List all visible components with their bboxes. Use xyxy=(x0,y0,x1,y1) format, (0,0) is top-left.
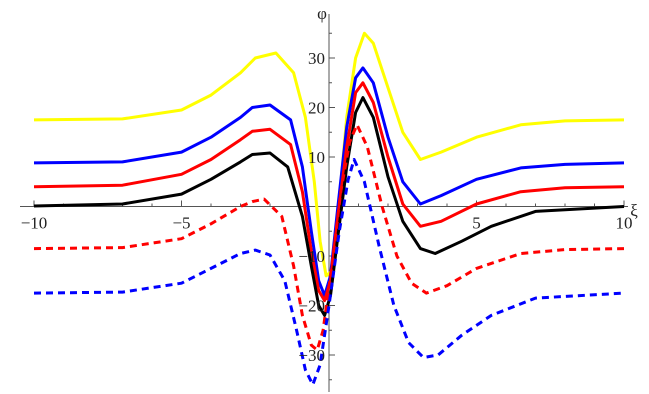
x-axis-label: ξ xyxy=(630,201,638,220)
y-tick-label: −10 xyxy=(298,247,325,266)
y-tick-label: −20 xyxy=(298,297,325,316)
y-tick-label: 20 xyxy=(308,99,325,118)
x-tick-label: 5 xyxy=(472,214,481,233)
y-tick-label: 30 xyxy=(308,49,325,68)
y-axis-label: φ xyxy=(317,4,327,23)
y-tick-label: −30 xyxy=(298,346,325,365)
series-line-5 xyxy=(33,123,625,352)
series-layer xyxy=(33,31,625,387)
tick-labels: −10 −5 5 10 30 20 10 −10 −20 −30 xyxy=(21,49,633,365)
x-tick-label: 10 xyxy=(616,214,633,233)
y-tick-label: 10 xyxy=(308,148,325,167)
series-line-6 xyxy=(33,158,625,387)
x-tick-label: −10 xyxy=(21,214,48,233)
x-tick-label: −5 xyxy=(172,214,190,233)
series-line-4 xyxy=(33,96,625,317)
